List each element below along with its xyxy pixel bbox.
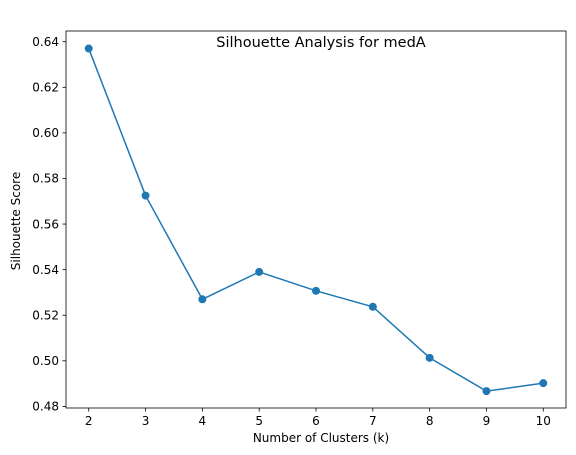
x-tick-label: 6 (312, 414, 320, 428)
y-tick-label: 0.48 (32, 400, 59, 414)
x-tick-label: 9 (483, 414, 491, 428)
y-tick-label: 0.52 (32, 308, 59, 322)
data-point (255, 267, 264, 276)
y-tick-label: 0.56 (32, 217, 59, 231)
y-tick-label: 0.54 (32, 263, 59, 277)
y-tick-label: 0.60 (32, 126, 59, 140)
x-tick-label: 2 (85, 414, 93, 428)
series-line (88, 48, 544, 392)
x-tick-label: 10 (536, 414, 551, 428)
data-point (141, 191, 150, 200)
y-tick-label: 0.64 (32, 35, 59, 49)
x-tick-label: 4 (199, 414, 207, 428)
y-axis-label: Silhouette Score (9, 172, 23, 270)
data-point (425, 353, 434, 362)
x-tick-label: 5 (255, 414, 263, 428)
plot-frame (65, 30, 567, 409)
chart-title: Silhouette Analysis for medA (216, 35, 425, 51)
x-tick-label: 7 (369, 414, 377, 428)
y-tick-label: 0.58 (32, 172, 59, 186)
data-point (84, 44, 93, 53)
data-point (198, 295, 207, 304)
y-axis: 0.48 0.50 0.52 0.54 0.56 0.58 0.60 0.62 0.64 (32, 35, 66, 414)
plot-area (65, 30, 567, 409)
y-tick-label: 0.50 (32, 354, 59, 368)
x-tick-label: 8 (426, 414, 434, 428)
x-tick-label: 3 (142, 414, 150, 428)
data-point (368, 302, 377, 311)
y-tick-label: 0.62 (32, 80, 59, 94)
data-point (539, 379, 548, 388)
x-axis-label: Number of Clusters (k) (253, 431, 389, 445)
data-point (482, 387, 491, 396)
x-axis: 2 3 4 5 6 7 8 9 10 (85, 408, 551, 428)
data-point (312, 286, 320, 295)
